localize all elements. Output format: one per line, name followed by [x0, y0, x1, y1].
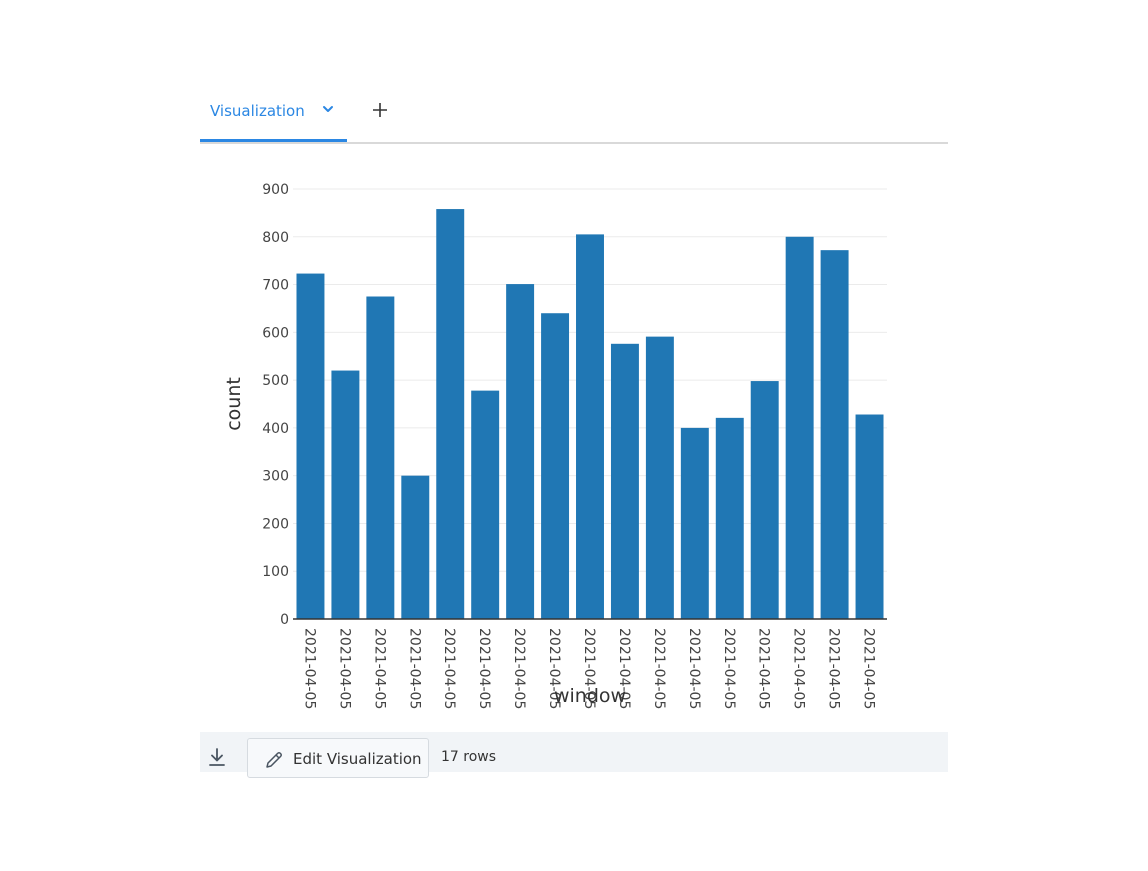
y-tick-label: 200	[262, 516, 289, 532]
visualization-panel: Visualization 0 100 200 300 400 500 600 700 800 9…	[200, 86, 948, 778]
x-tick-label: 2021-04-05	[301, 628, 317, 709]
bar	[541, 313, 570, 619]
x-tick-label: 2021-04-05	[476, 628, 492, 709]
x-tick-label: 2021-04-05	[616, 628, 632, 709]
y-tick-label: 800	[262, 230, 289, 246]
y-tick-label: 600	[262, 325, 289, 341]
y-tick-label: 500	[262, 373, 289, 389]
tab-bar: Visualization	[200, 86, 948, 144]
chart-svg: 0 100 200 300 400 500 600 700 800 900 2021-04-05 20…	[223, 182, 887, 709]
bar	[715, 417, 744, 619]
bar	[576, 234, 604, 619]
bar	[471, 390, 500, 619]
bar	[680, 427, 709, 619]
edit-visualization-button[interactable]: Edit Visualization	[247, 738, 429, 778]
bar	[645, 336, 674, 619]
y-tick-label: 0	[280, 612, 289, 628]
x-tick-label: 2021-04-05	[336, 628, 352, 709]
footer-bar: Edit Visualization 17 rows	[200, 732, 948, 778]
bar	[750, 381, 779, 619]
y-tick-label: 300	[262, 469, 289, 485]
bar	[331, 370, 360, 619]
bar	[366, 296, 395, 619]
x-tick-label: 2021-04-05	[756, 628, 772, 709]
bar	[820, 250, 849, 619]
bar	[506, 284, 535, 619]
x-tick-label: 2021-04-05	[826, 628, 842, 709]
x-tick-label: 2021-04-05	[861, 628, 877, 709]
tab-visualization[interactable]: Visualization	[200, 86, 347, 142]
y-tick-label: 900	[262, 182, 289, 198]
chevron-down-icon[interactable]	[321, 102, 335, 116]
x-axis-title: window	[554, 685, 626, 707]
plus-icon[interactable]	[370, 100, 390, 120]
edit-visualization-label: Edit Visualization	[293, 750, 422, 768]
y-tick-label: 400	[262, 421, 289, 437]
bar	[436, 209, 465, 620]
x-tick-label: 2021-04-05	[721, 628, 737, 709]
x-tick-label: 2021-04-05	[651, 628, 667, 709]
bar-chart: 0 100 200 300 400 500 600 700 800 900 2021-04-05 20…	[200, 172, 948, 732]
pencil-icon	[266, 752, 282, 768]
y-tick-label: 100	[262, 564, 289, 580]
y-axis-title: count	[223, 377, 245, 431]
row-count: 17 rows	[441, 749, 497, 765]
x-tick-label: 2021-04-05	[441, 628, 457, 709]
bar	[401, 475, 430, 619]
bar	[785, 236, 814, 619]
x-tick-label: 2021-04-05	[581, 628, 597, 709]
bar	[610, 343, 639, 619]
y-tick-label: 700	[262, 278, 289, 294]
bar	[296, 273, 325, 619]
x-tick-label: 2021-04-05	[546, 628, 562, 709]
x-tick-label: 2021-04-05	[371, 628, 387, 709]
x-tick-label: 2021-04-05	[511, 628, 527, 709]
download-icon[interactable]	[206, 746, 228, 768]
tab-label: Visualization	[210, 102, 305, 120]
x-tick-label: 2021-04-05	[791, 628, 807, 709]
bar	[855, 414, 884, 619]
x-tick-label: 2021-04-05	[686, 628, 702, 709]
x-tick-label: 2021-04-05	[406, 628, 422, 709]
